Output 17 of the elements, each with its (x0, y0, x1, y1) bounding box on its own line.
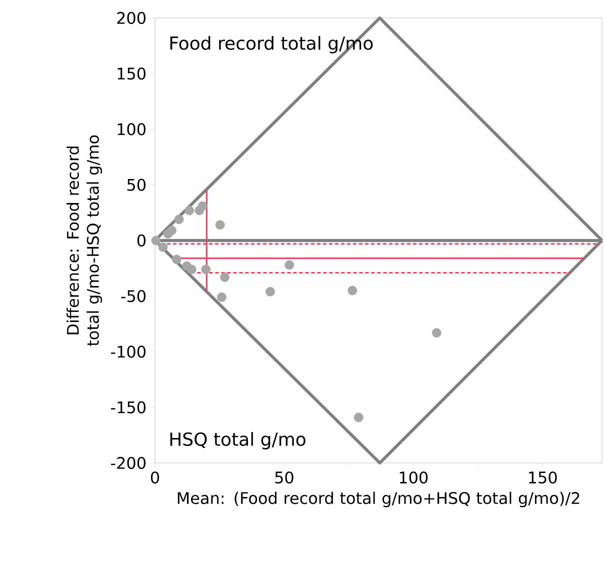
y-tick-label: 150 (118, 68, 146, 80)
y-tick-label: 50 (127, 178, 146, 191)
annotation: Food record total g/mo (170, 36, 373, 54)
x-tick-label: 100 (400, 471, 428, 484)
y-tick-label: 100 (118, 123, 146, 136)
annotation: HSQ total g/mo (170, 432, 306, 450)
y-tick-label: 200 (117, 12, 146, 24)
y-tick-label: 0 (137, 234, 146, 247)
x-tick-label: 0 (150, 471, 160, 484)
x-tick-label: 50 (275, 471, 294, 484)
x-axis-title: Mean: (Food record total g/mo+HSQ total g/mo)/2 (178, 492, 580, 508)
y-tick-label: -50 (121, 290, 146, 302)
y-tick-label: -100 (111, 346, 146, 358)
y-tick-label: -150 (111, 401, 146, 414)
x-tick-label: 150 (529, 471, 557, 484)
y-tick-label: -200 (111, 456, 146, 470)
y-axis-title: Difference: Food record total g/mo-HSQ total g/mo (66, 135, 102, 346)
